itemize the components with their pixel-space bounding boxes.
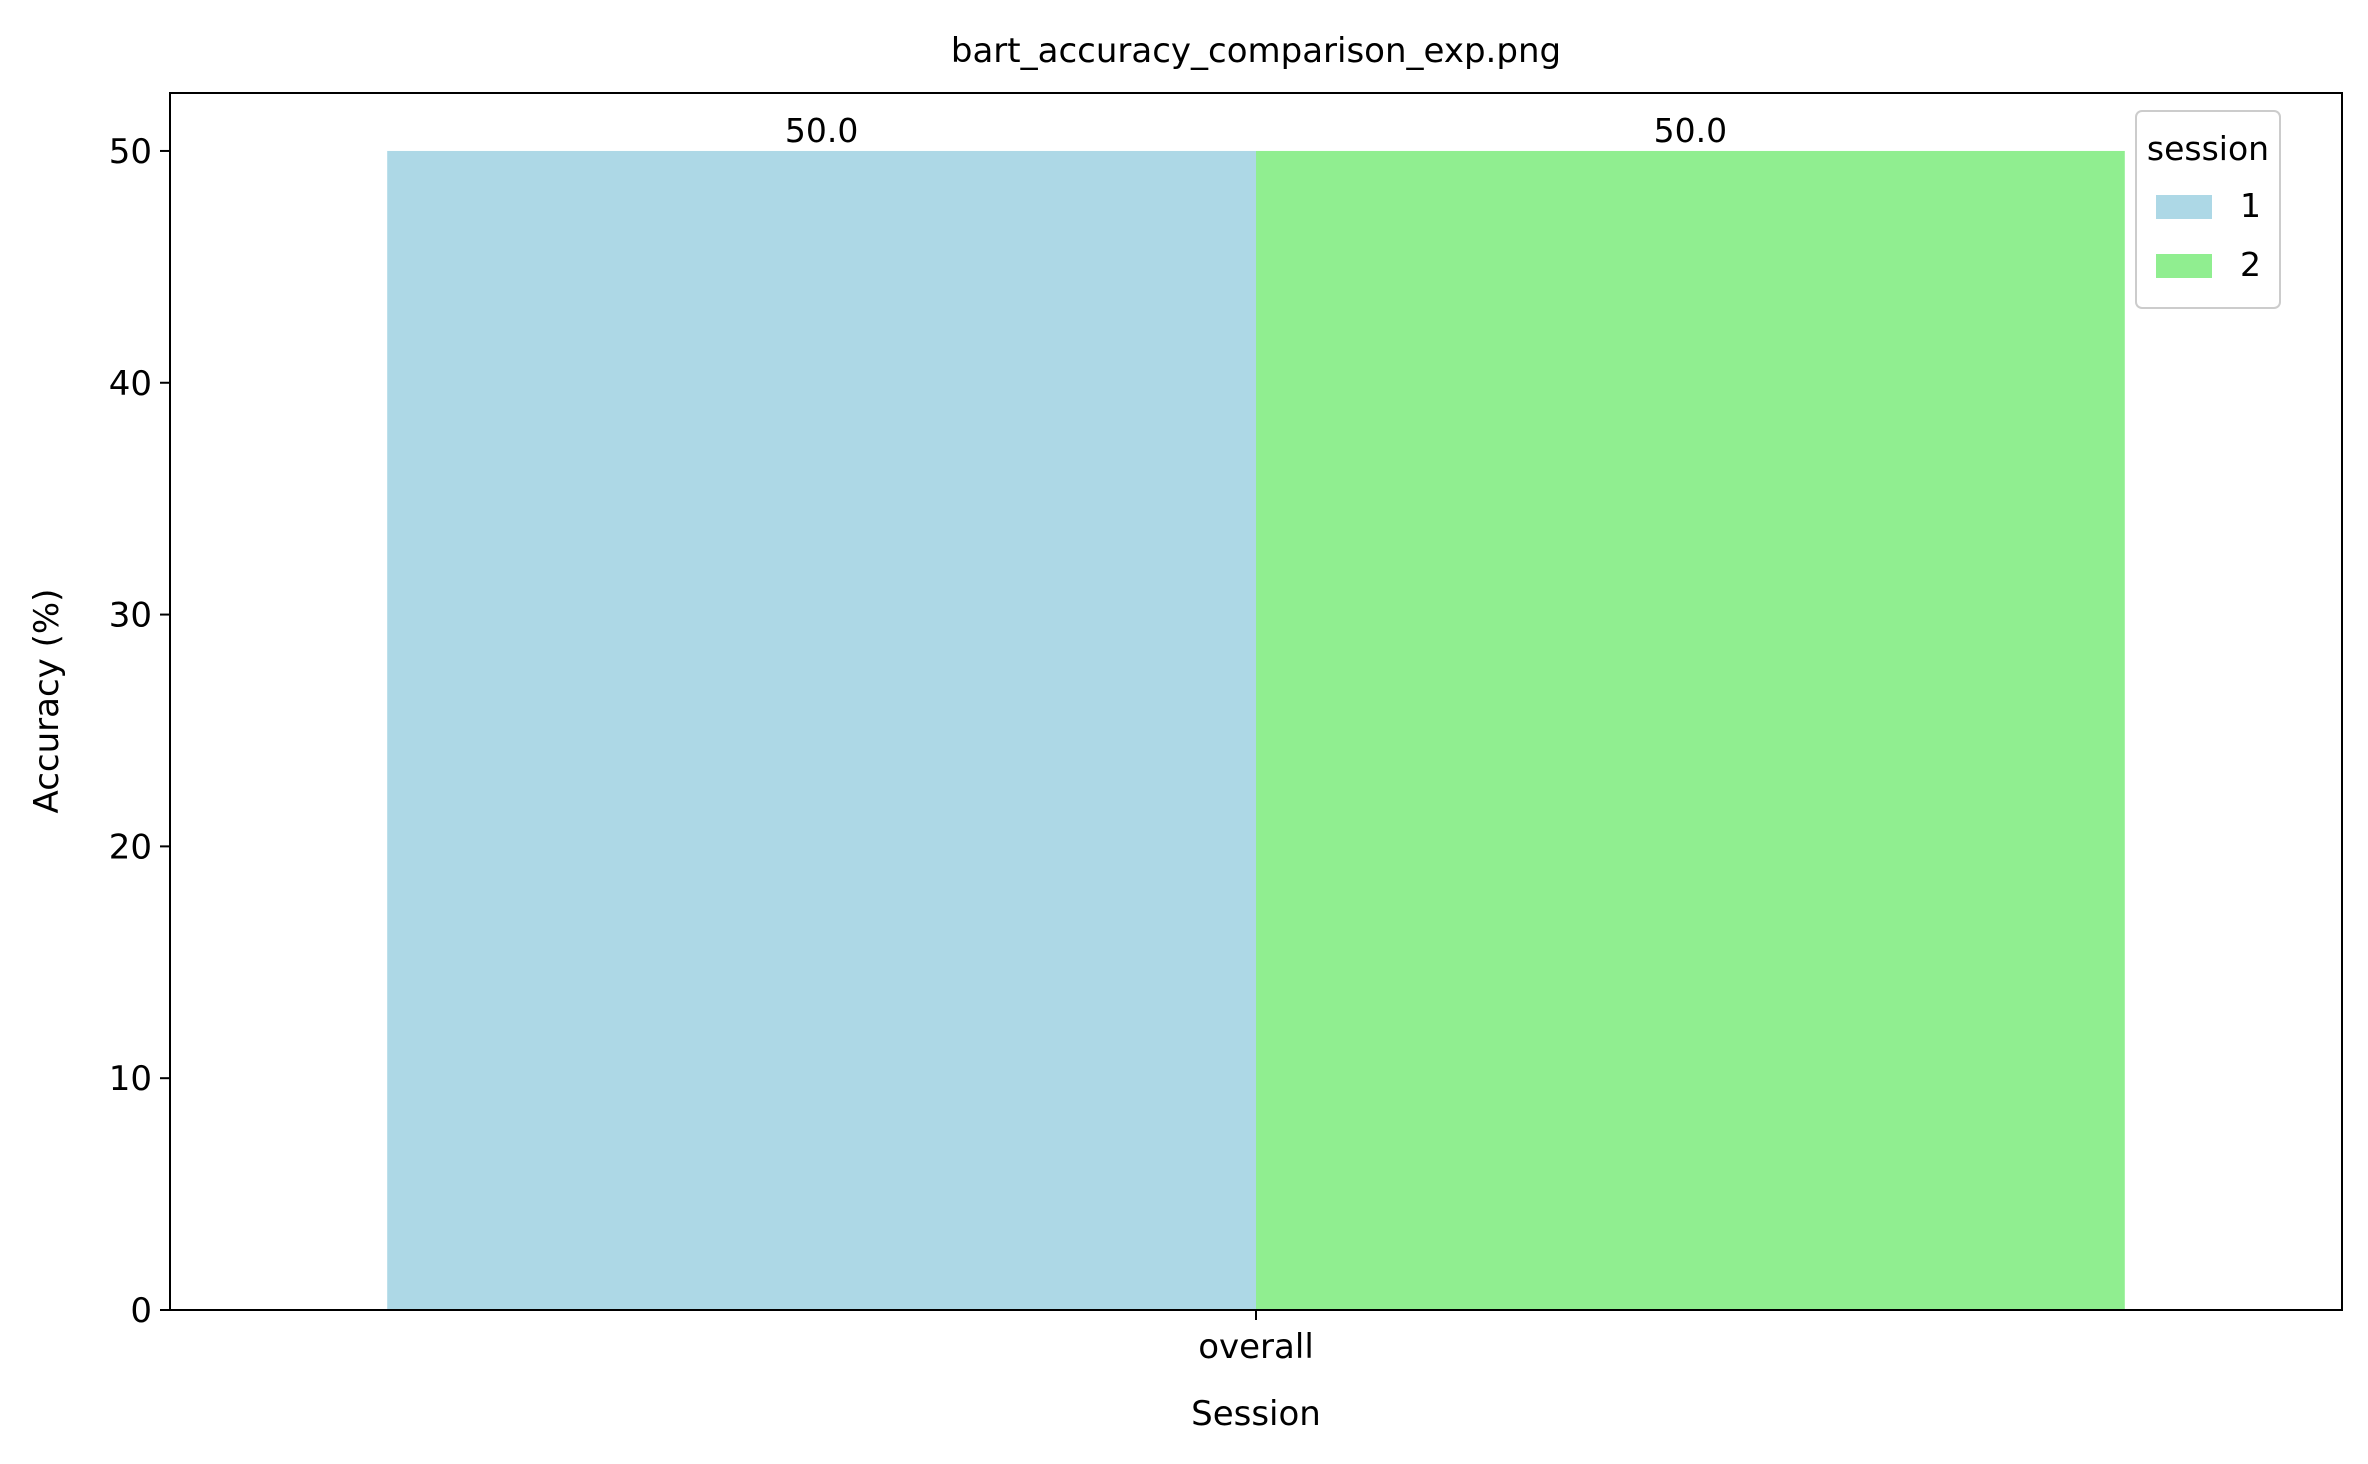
value-labels-layer: 50.0 50.0 [785,111,1727,150]
value-label-session-1: 50.0 [785,111,858,150]
y-axis-label: Accuracy (%) [27,589,67,814]
x-axis-label: Session [1191,1394,1321,1434]
legend-swatch-session-1 [2156,195,2212,219]
y-tick-label: 20 [109,827,152,867]
y-tick-label: 40 [109,364,152,404]
x-tick-label: overall [1198,1327,1314,1367]
y-axis: 0 10 20 30 40 50 [109,132,170,1331]
legend-entries: 12 [2156,186,2261,284]
y-tick-label: 0 [130,1291,152,1331]
value-label-session-2: 50.0 [1654,111,1727,150]
bar-session-1-overall [387,150,1256,1310]
chart-title: bart_accuracy_comparison_exp.png [951,31,1561,71]
y-tick-label: 50 [109,132,152,172]
bar-session-2-overall [1256,150,2125,1310]
legend-label-session-2: 2 [2240,245,2261,284]
legend-title: session [2147,129,2269,168]
x-axis: overall [1198,1310,1314,1367]
legend-label-session-1: 1 [2240,186,2261,225]
legend: session 12 [2135,110,2281,309]
bars-layer [387,150,2125,1310]
y-tick-label: 30 [109,596,152,636]
legend-swatch-session-2 [2156,254,2212,278]
y-tick-label: 10 [109,1059,152,1099]
